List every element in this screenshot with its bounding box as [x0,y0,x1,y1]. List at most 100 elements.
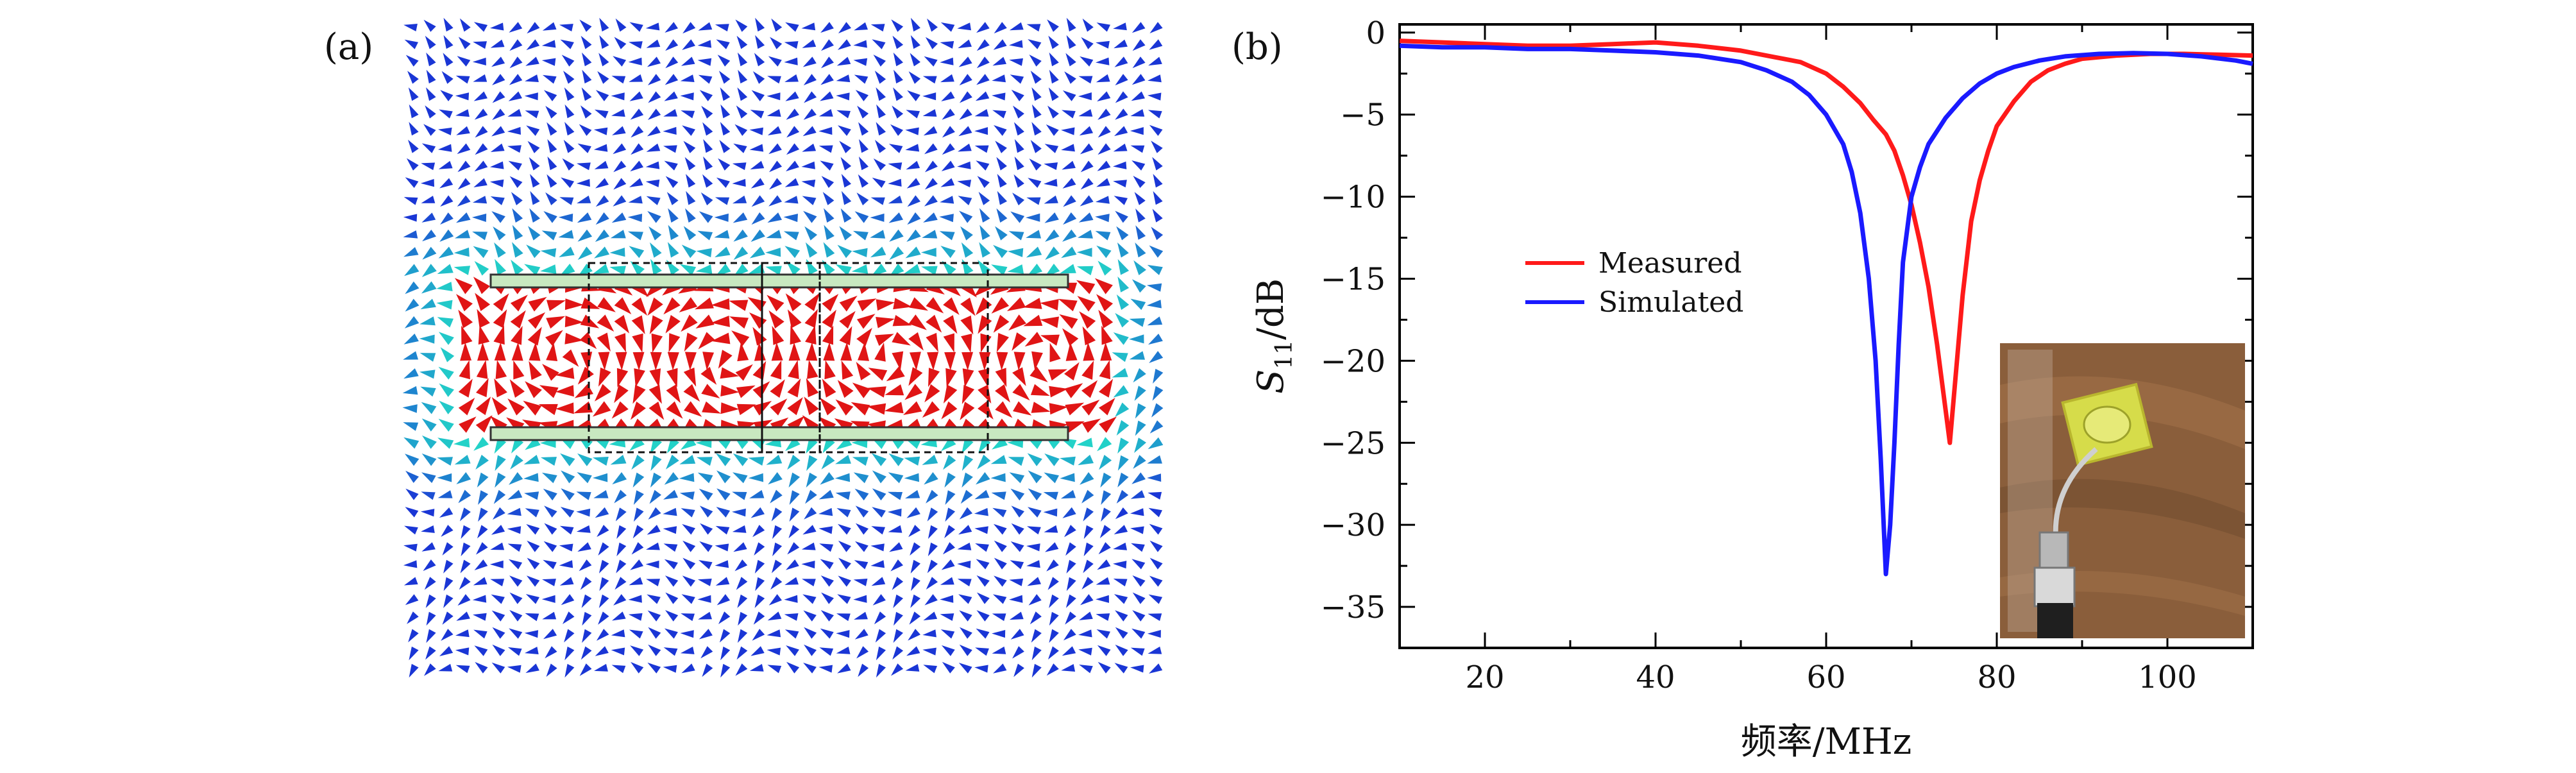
field-arrow [716,507,731,518]
field-arrow [1099,416,1117,433]
field-arrow [686,174,696,188]
field-arrow [698,611,712,620]
field-arrow [976,22,990,33]
field-arrow [648,384,662,404]
conductor-strip-top [489,273,1069,289]
field-arrow [784,629,799,639]
field-arrow [1047,19,1059,32]
field-arrow [593,264,609,274]
field-arrow [908,629,920,641]
field-arrow [494,378,507,398]
field-arrow [926,314,942,333]
field-arrow [940,595,954,603]
field-arrow [940,577,954,585]
field-arrow [751,212,765,225]
field-arrow [910,559,920,573]
field-arrow [558,214,573,222]
field-arrow [1133,176,1146,188]
field-arrow [1008,314,1026,331]
field-arrow [1049,403,1068,415]
field-arrow [942,108,955,120]
field-arrow [943,297,960,315]
field-arrow [888,195,902,204]
field-arrow [437,264,453,275]
field-arrow [1100,342,1112,361]
field-arrow [802,143,817,152]
field-arrow [1152,208,1163,223]
field-arrow [976,74,990,85]
field-arrow [509,575,523,587]
field-arrow [645,560,659,568]
field-arrow [1031,104,1042,119]
field-arrow [542,579,556,586]
field-arrow [736,646,748,660]
field-arrow [1133,368,1146,383]
field-arrow [529,361,542,380]
field-arrow [421,472,436,483]
field-arrow [405,594,419,606]
field-arrow [582,52,592,67]
field-arrow [732,508,746,517]
field-arrow [682,125,695,136]
field-arrow [440,195,453,207]
dashed-region-box [588,262,763,454]
field-arrow [1028,594,1042,606]
field-arrow [543,211,557,223]
field-arrow [1113,332,1129,345]
field-arrow [650,455,662,471]
field-arrow [870,543,885,552]
field-arrow [910,17,920,32]
field-arrow [679,264,697,276]
field-arrow [508,91,522,101]
field-arrow [475,454,489,470]
field-arrow [785,293,802,312]
y-axis-title-sub: 11 [1271,340,1298,370]
field-arrow [598,542,609,556]
field-arrow [836,647,851,654]
field-arrow [407,71,419,84]
field-arrow [684,401,702,417]
field-arrow [491,662,505,674]
field-arrow [922,230,938,239]
field-arrow [455,665,470,674]
field-arrow [458,398,475,416]
field-arrow [664,160,678,171]
field-arrow [490,542,505,550]
field-arrow [803,663,817,674]
field-arrow [478,490,489,505]
field-arrow [1065,421,1085,433]
field-arrow [542,74,557,84]
field-arrow [421,402,437,414]
field-arrow [994,540,1007,552]
field-arrow [991,264,1008,276]
field-arrow [611,665,626,674]
field-arrow [698,332,715,350]
field-arrow [564,122,575,136]
field-arrow [577,453,593,466]
field-arrow [702,352,715,371]
field-arrow [598,367,611,387]
field-arrow [837,244,852,259]
field-arrow [453,437,470,448]
field-arrow [633,490,644,505]
field-arrow [1080,594,1094,606]
field-arrow [905,127,919,135]
field-arrow [733,143,747,153]
field-arrow [766,454,783,465]
field-arrow [786,559,799,570]
field-arrow [489,161,504,169]
field-arrow [975,91,990,101]
field-arrow [1048,369,1067,381]
field-arrow [649,315,663,335]
field-arrow [581,87,592,101]
field-arrow [507,647,522,656]
field-arrow [1115,610,1128,622]
field-arrow [853,472,869,484]
field-arrow [979,242,991,258]
field-arrow [664,559,678,570]
field-arrow [699,90,713,101]
field-arrow [421,418,437,432]
field-arrow [1101,490,1112,505]
field-arrow [835,264,852,276]
field-arrow [891,663,904,676]
